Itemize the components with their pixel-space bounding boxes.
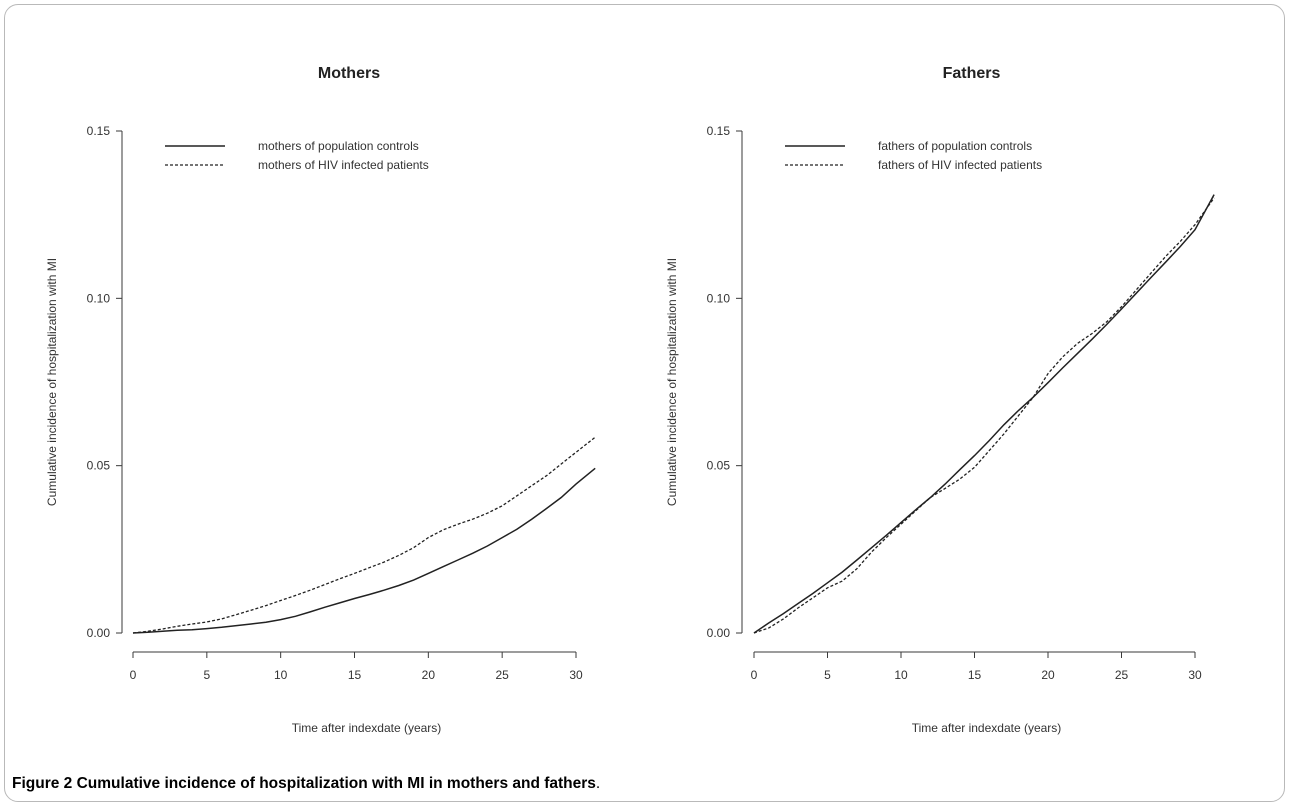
x-tick-label: 30 bbox=[569, 668, 583, 682]
y-tick-label: 0.10 bbox=[707, 291, 731, 305]
series-line-controls bbox=[133, 468, 595, 633]
legend-label: fathers of HIV infected patients bbox=[878, 158, 1042, 172]
x-axis-label: Time after indexdate (years) bbox=[292, 721, 442, 735]
y-tick-label: 0.00 bbox=[87, 626, 111, 640]
y-tick-label: 0.15 bbox=[87, 124, 111, 138]
legend-label: fathers of population controls bbox=[878, 139, 1032, 153]
x-tick-label: 20 bbox=[422, 668, 436, 682]
chart-title: Fathers bbox=[943, 65, 1001, 82]
x-tick-label: 15 bbox=[968, 668, 982, 682]
series-line-controls bbox=[754, 195, 1214, 633]
figure-caption: Figure 2 Cumulative incidence of hospita… bbox=[12, 775, 600, 793]
x-tick-label: 20 bbox=[1041, 668, 1055, 682]
x-tick-label: 10 bbox=[894, 668, 908, 682]
x-tick-label: 0 bbox=[751, 668, 758, 682]
series-line-hiv bbox=[754, 198, 1214, 633]
y-axis-label: Cumulative incidence of hospitalization … bbox=[45, 258, 59, 506]
caption-period: . bbox=[596, 775, 600, 792]
legend-label: mothers of population controls bbox=[258, 139, 419, 153]
y-tick-label: 0.05 bbox=[87, 459, 111, 473]
x-tick-label: 10 bbox=[274, 668, 288, 682]
y-tick-label: 0.05 bbox=[707, 459, 731, 473]
x-tick-label: 5 bbox=[203, 668, 210, 682]
x-tick-label: 0 bbox=[130, 668, 137, 682]
caption-text: Cumulative incidence of hospitalization … bbox=[77, 775, 596, 792]
x-tick-label: 25 bbox=[495, 668, 509, 682]
y-tick-label: 0.15 bbox=[707, 124, 731, 138]
chart-fathers: Fathers 0.00 0.05 0.10 0.15 0 5 10 15 20 25 30 Time … bbox=[620, 0, 1260, 770]
x-axis-label: Time after indexdate (years) bbox=[912, 721, 1062, 735]
y-axis-label: Cumulative incidence of hospitalization … bbox=[665, 258, 679, 506]
x-tick-label: 5 bbox=[824, 668, 831, 682]
chart-mothers: Mothers 0.00 0.05 0.10 0.15 0 5 10 15 20 25 30 Time … bbox=[0, 0, 620, 770]
caption-label: Figure 2 bbox=[12, 775, 72, 792]
chart-title: Mothers bbox=[318, 65, 380, 82]
series-line-hiv bbox=[133, 437, 595, 633]
y-tick-label: 0.10 bbox=[87, 291, 111, 305]
y-tick-label: 0.00 bbox=[707, 626, 731, 640]
x-tick-label: 15 bbox=[348, 668, 362, 682]
x-tick-label: 25 bbox=[1115, 668, 1129, 682]
legend-label: mothers of HIV infected patients bbox=[258, 158, 429, 172]
x-tick-label: 30 bbox=[1188, 668, 1202, 682]
